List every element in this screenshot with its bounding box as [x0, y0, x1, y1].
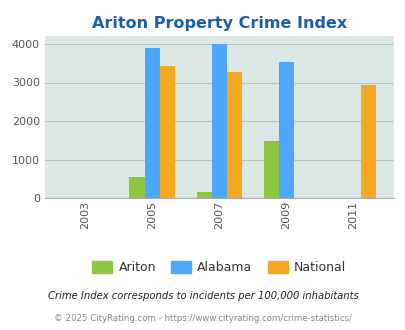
Bar: [211, 44, 226, 198]
Text: Crime Index corresponds to incidents per 100,000 inhabitants: Crime Index corresponds to incidents per…: [47, 291, 358, 301]
Bar: [226, 72, 241, 198]
Bar: [129, 177, 144, 198]
Text: © 2025 CityRating.com - https://www.cityrating.com/crime-statistics/: © 2025 CityRating.com - https://www.city…: [54, 314, 351, 323]
Title: Ariton Property Crime Index: Ariton Property Crime Index: [92, 16, 346, 31]
Bar: [360, 85, 375, 198]
Bar: [196, 192, 211, 198]
Bar: [278, 62, 293, 198]
Bar: [263, 141, 278, 198]
Legend: Ariton, Alabama, National: Ariton, Alabama, National: [87, 256, 350, 279]
Bar: [144, 48, 159, 198]
Bar: [159, 66, 174, 198]
